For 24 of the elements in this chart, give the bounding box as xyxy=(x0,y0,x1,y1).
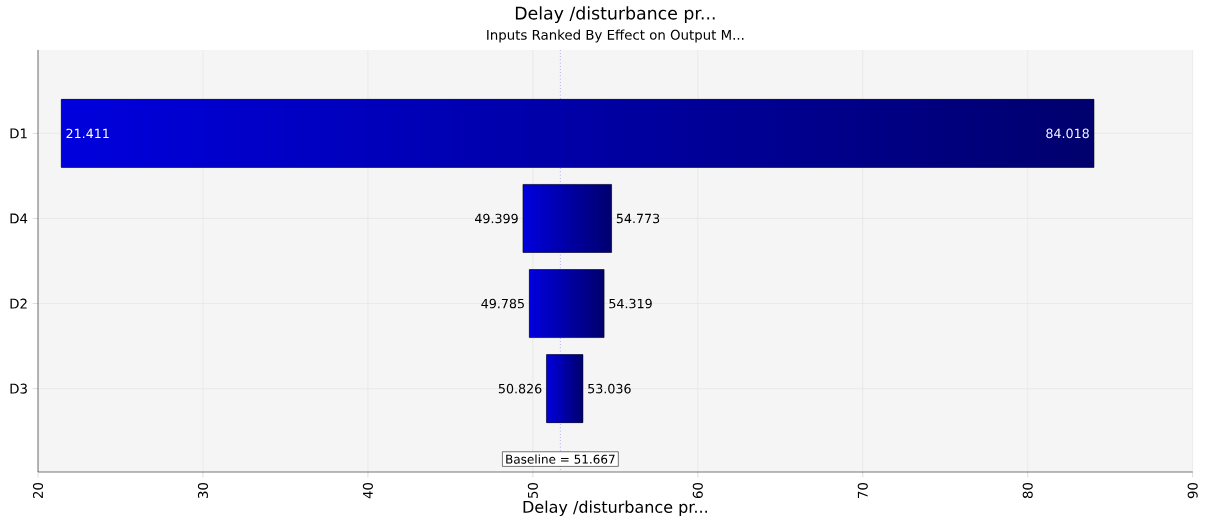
x-tick-label: 40 xyxy=(362,483,373,499)
annotation: 84.018 xyxy=(1046,128,1089,139)
y-tick-label: D4 xyxy=(10,213,28,224)
x-axis-title: Delay /disturbance pr... xyxy=(523,500,707,517)
annotation: 53.036 xyxy=(588,384,631,394)
x-tick-label: 90 xyxy=(1187,483,1198,499)
x-tick-label: 30 xyxy=(197,483,208,499)
annotation: 49.785 xyxy=(481,298,524,309)
annotation: 50.826 xyxy=(498,384,542,394)
chart-title: Delay /disturbance pr... xyxy=(515,6,715,24)
y-tick-label: D2 xyxy=(10,298,27,309)
x-tick-label: 50 xyxy=(527,483,538,499)
y-tick-label: D1 xyxy=(10,128,27,139)
chart-subtitle: Inputs Ranked By Effect on Output M... xyxy=(487,29,744,43)
x-tick-label: 60 xyxy=(692,483,703,499)
x-tick-label: 70 xyxy=(857,483,868,499)
annotation: 54.319 xyxy=(609,298,652,309)
x-tick-label: 20 xyxy=(32,483,44,499)
y-tick-label: D3 xyxy=(10,383,27,394)
annotation: 21.411 xyxy=(66,128,109,139)
annotation: 54.773 xyxy=(616,213,660,224)
x-tick-label: 80 xyxy=(1022,483,1033,499)
annotation: 49.399 xyxy=(474,213,518,224)
ref-line-label: Baseline = 51.667 xyxy=(506,454,615,464)
